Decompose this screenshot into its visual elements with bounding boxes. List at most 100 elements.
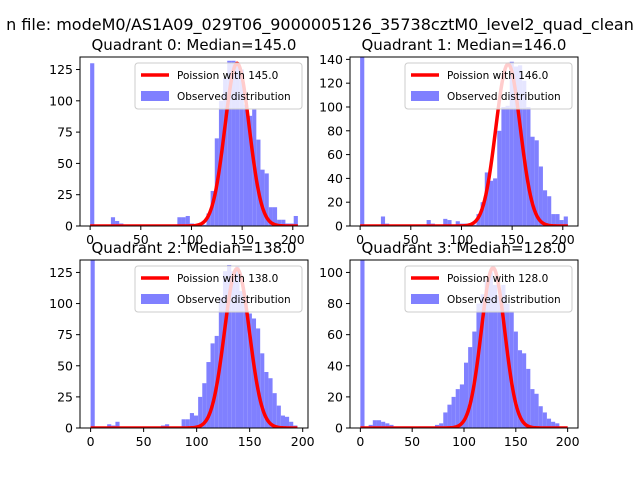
hist-bar [447,220,452,226]
hist-bar [115,421,120,428]
hist-bar [90,260,95,428]
hist-bar [206,213,211,226]
x-tick-label: 0 [87,434,95,449]
axes-frame [349,56,579,227]
subplot-title: Quadrant 2: Median=138.0 [92,239,297,257]
x-tick-label: 200 [551,232,575,247]
x-tick-label: 200 [556,434,580,449]
y-tick-label: 140 [319,52,343,67]
hist-bar [509,311,514,428]
hist-bar [518,65,523,226]
hist-bar [513,66,519,226]
subplot-title: Quadrant 3: Median=128.0 [362,239,567,257]
legend-poisson-label: Poission with 128.0 [447,273,548,285]
hist-bar [493,284,498,428]
hist-bar [194,415,199,428]
hist-bar [206,362,211,428]
hist-bar [381,421,386,428]
hist-bar [284,416,290,428]
y-tick-label: 0 [65,219,73,234]
x-tick-label: 50 [133,232,149,247]
hist-bar [293,215,298,226]
hist-bar [534,393,539,428]
hist-bar [235,65,240,226]
hist-bar [268,378,273,428]
hist-bar [505,105,510,226]
y-tick-label: 20 [327,389,343,404]
y-tick-label: 40 [327,358,343,373]
hist-bar [210,343,215,428]
hist-bar [260,353,265,428]
hist-bar [277,219,282,226]
legend-box [134,265,303,313]
hist-bar [90,63,95,226]
y-tick-label: 50 [57,156,73,171]
hist-bar [177,217,182,226]
subplot-title: Quadrant 0: Median=145.0 [92,36,297,54]
legend-box [404,62,573,110]
x-tick-label: 50 [404,434,420,449]
hist-bar [488,180,494,226]
hist-bar [509,61,514,226]
hist-bar [555,423,560,428]
x-tick-label: 100 [185,434,209,449]
hist-bar [455,389,460,428]
hist-bar [107,424,112,428]
hist-bar [222,271,228,428]
hist-bar [202,383,207,428]
x-tick-label: 50 [403,232,419,247]
hist-bar [376,420,382,428]
hist-bar [484,280,489,428]
hist-bar [522,353,527,428]
hist-bar [468,347,473,428]
y-tick-label: 80 [327,296,343,311]
hist-bar [268,207,273,226]
hist-bar [551,214,556,226]
y-tick-label: 60 [327,147,343,162]
legend-observed-swatch [141,91,169,101]
legend: Poission with 146.0 Observed distribution [404,62,573,110]
y-tick-label: 100 [319,265,343,280]
axes-frame [79,259,309,429]
hist-bar [272,393,277,428]
subplot-quadrant-3: 0 50 100 150 200 0 20 40 60 80 100 Poission with 12… [319,239,579,449]
y-tick-label: 75 [57,327,73,342]
hist-bar [526,106,531,226]
legend-observed-swatch [411,294,439,304]
legend-observed-swatch [141,294,169,304]
x-tick-label: 100 [452,434,476,449]
hist-bar [538,166,543,226]
hist-bar [264,173,269,226]
hist-bar [501,284,506,428]
hist-bar [538,406,543,428]
legend-box [134,62,303,110]
y-tick-label: 80 [327,123,343,138]
hist-bar [497,130,502,226]
hist-bar [542,412,547,428]
legend-observed-label: Observed distribution [447,91,561,103]
x-tick-label: 100 [450,232,474,247]
plot-area [89,260,299,428]
hist-bar [198,396,203,428]
hist-bar [480,294,485,428]
hist-bar [223,78,228,226]
y-tick-label: 60 [327,327,343,342]
x-tick-label: 150 [230,232,254,247]
hist-bar [530,136,535,226]
hist-bar [546,418,552,428]
hist-bar [227,264,232,428]
hist-bar [484,172,489,226]
hist-bar [243,297,248,428]
hist-bar [227,60,232,226]
hist-bar [555,214,560,226]
hist-bar [231,60,236,226]
hist-bar [248,115,253,226]
hist-bar [239,69,244,226]
hist-bar [530,389,535,428]
hist-bar [517,350,523,428]
legend: Poission with 138.0 Observed distribution [134,265,303,313]
hist-bar [513,331,518,428]
axes-frame [79,56,309,227]
hist-bar [455,221,460,226]
